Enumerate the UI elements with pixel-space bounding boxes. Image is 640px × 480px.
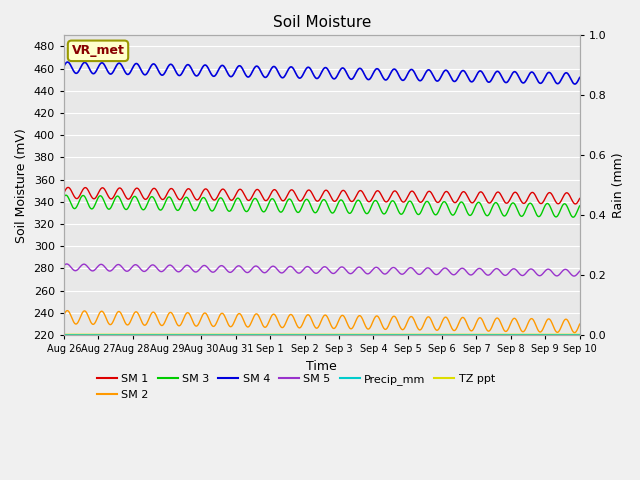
Title: Soil Moisture: Soil Moisture (273, 15, 371, 30)
Y-axis label: Rain (mm): Rain (mm) (612, 152, 625, 218)
Legend: SM 1, SM 2, SM 3, SM 4, SM 5, Precip_mm, TZ ppt: SM 1, SM 2, SM 3, SM 4, SM 5, Precip_mm,… (93, 370, 499, 404)
Y-axis label: Soil Moisture (mV): Soil Moisture (mV) (15, 128, 28, 242)
X-axis label: Time: Time (307, 360, 337, 372)
Text: VR_met: VR_met (72, 44, 124, 57)
